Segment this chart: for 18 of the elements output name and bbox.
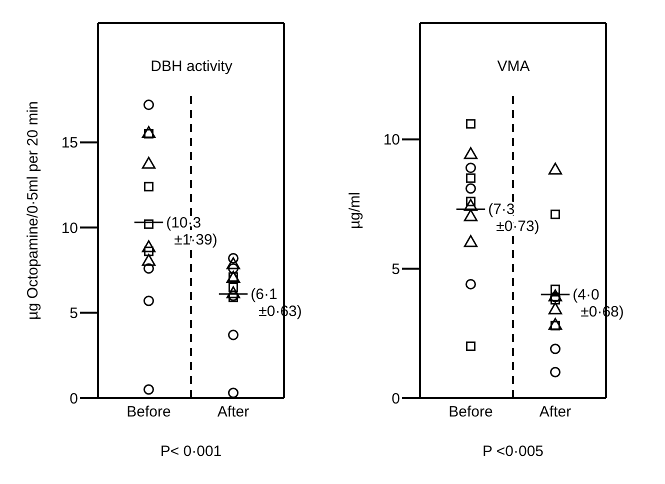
x-tick-label: After xyxy=(217,404,250,421)
y-axis-title: µg/ml xyxy=(346,192,364,229)
y-tick-label: 0 xyxy=(392,390,400,408)
x-tick-label: Before xyxy=(448,404,493,421)
x-tick-label: Before xyxy=(126,404,171,421)
y-axis-title: µg Octopamine/0·5ml per 20 min xyxy=(24,101,42,320)
x-axis-title: P< 0·001 xyxy=(160,443,222,460)
y-tick-label: 10 xyxy=(61,220,78,237)
x-axis-title: P <0·005 xyxy=(482,443,544,460)
text: VMA xyxy=(496,58,531,75)
y-tick-label: 10 xyxy=(383,132,400,149)
annotation: (7·3 ±0·73) xyxy=(488,201,540,236)
y-tick-label: 0 xyxy=(70,390,78,408)
y-tick-label: 5 xyxy=(70,305,78,322)
y-tick-label: 5 xyxy=(392,261,400,278)
x-tick-label: After xyxy=(539,404,572,421)
text: DBH activity xyxy=(150,58,234,75)
y-tick-label: 15 xyxy=(61,134,78,152)
